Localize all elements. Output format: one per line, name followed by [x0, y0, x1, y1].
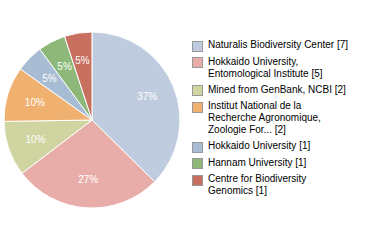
svg-text:5%: 5% — [57, 61, 72, 72]
html-text:Genomics [1]: Genomics [1] — [208, 185, 267, 196]
svg-text:10%: 10% — [25, 134, 45, 145]
html-text:Mined from GenBank, NCBI [2]: Mined from GenBank, NCBI [2] — [208, 83, 346, 95]
html-text:Hannam University [1]: Hannam University [1] — [208, 156, 307, 168]
html-text:Institut National de la: Institut National de la — [208, 100, 302, 111]
svg-text:37%: 37% — [137, 91, 157, 102]
svg-text:10%: 10% — [25, 97, 45, 108]
html-text:Centre for Biodiversity: Centre for Biodiversity — [208, 173, 307, 184]
svg-text:5%: 5% — [75, 55, 90, 66]
html-text:Zoologie For... [2]: Zoologie For... [2] — [208, 124, 286, 135]
svg-text:5%: 5% — [42, 73, 57, 84]
html-text:Entomological Institute [5]: Entomological Institute [5] — [208, 67, 323, 79]
html-text:Recherche Agronomique,: Recherche Agronomique, — [208, 112, 321, 123]
svg-text:27%: 27% — [78, 174, 98, 185]
html-text:Hokkaido University,: Hokkaido University, — [208, 55, 299, 67]
html-text:Hokkaido University [1]: Hokkaido University [1] — [208, 140, 311, 151]
html-text:Naturalis Biodiversity Center: Naturalis Biodiversity Center [7] — [208, 39, 349, 50]
